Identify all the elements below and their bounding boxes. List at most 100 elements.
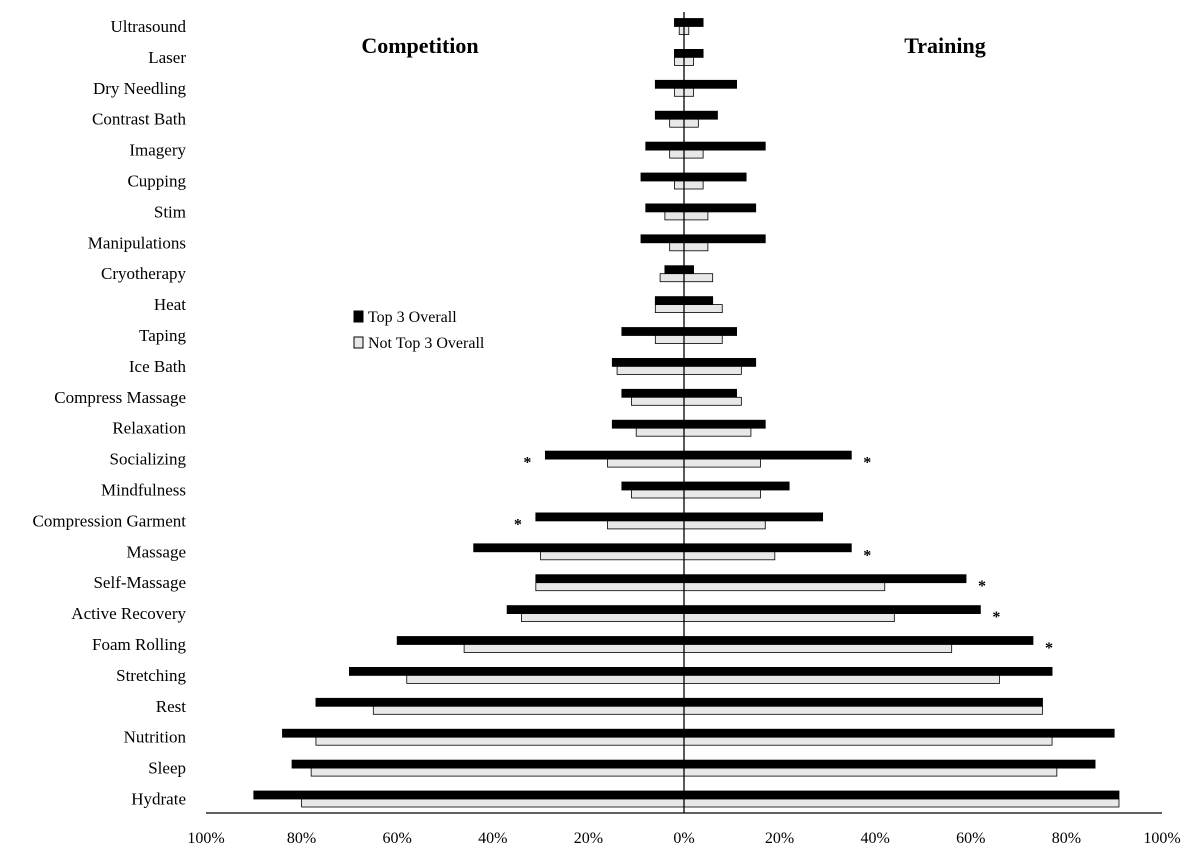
bar-top3-training-compress-massage [683,388,737,398]
bar-not-top3-competition-rest [372,705,685,715]
bar-top3-competition-cryotherapy [664,265,685,275]
x-tick-label: 100% [1143,830,1180,847]
bar-not-top3-training-hydrate [683,798,1120,808]
bar-top3-training-heat [683,296,714,306]
category-label-heat: Heat [154,295,186,314]
bar-not-top3-training-socializing [683,458,761,468]
category-label-nutrition: Nutrition [124,728,187,747]
bar-top3-training-manipulations [683,234,766,244]
bar-top3-competition-foam-rolling [396,636,685,645]
legend-swatch-not-top3 [353,336,364,349]
bar-top3-training-laser [683,49,704,58]
category-label-compression-garment: Compression Garment [33,511,187,530]
bar-not-top3-competition-cryotherapy [659,273,685,283]
x-tick-label: 40% [861,830,890,847]
bar-not-top3-training-contrast-bath [683,118,699,128]
bars-layer [253,18,1120,808]
bar-top3-competition-rest [315,697,685,707]
bar-top3-training-taping [683,327,737,336]
significance-markers: * * * * * * * [514,455,1053,657]
category-label-laser: Laser [148,48,186,67]
significance-star-training-socializing: * [863,455,871,472]
panel-title-left: Competition [361,33,478,58]
category-label-ice-bath: Ice Bath [129,357,187,376]
legend: Top 3 Overall Not Top 3 Overall [353,309,485,352]
category-label-manipulations: Manipulations [88,233,186,252]
bar-not-top3-competition-manipulations [669,242,685,252]
bar-top3-competition-massage [473,543,685,553]
bar-top3-training-stim [683,203,757,213]
bar-top3-training-contrast-bath [683,110,718,120]
bar-not-top3-training-cryotherapy [683,273,714,283]
bar-not-top3-competition-ultrasound [678,26,685,35]
x-tick-label: 0% [673,830,694,847]
significance-star-competition-compression-garment: * [514,516,522,533]
bar-top3-competition-heat [654,296,685,306]
bar-not-top3-training-rest [683,705,1043,715]
bar-top3-competition-compression-garment [535,512,685,522]
category-label-active-recovery: Active Recovery [71,604,186,623]
category-label-contrast-bath: Contrast Bath [92,110,186,129]
bar-top3-competition-stim [645,203,685,213]
bar-not-top3-training-mindfulness [683,489,761,499]
bar-top3-competition-nutrition [282,728,685,738]
bar-not-top3-competition-imagery [669,149,685,159]
legend-swatch-top3 [353,310,364,323]
bar-not-top3-training-heat [683,304,723,314]
bar-top3-training-mindfulness [683,481,790,491]
category-labels: Ultrasound Laser Dry Needling Contrast Bath… [33,17,187,809]
x-tick-label: 100% [187,830,224,847]
bar-top3-competition-contrast-bath [654,110,685,120]
bar-not-top3-training-self-massage [683,582,886,592]
bar-not-top3-competition-compression-garment [607,520,685,530]
bar-not-top3-competition-self-massage [535,582,685,592]
bar-not-top3-training-sleep [683,767,1058,777]
bar-not-top3-training-active-recovery [683,613,895,622]
category-label-cryotherapy: Cryotherapy [101,264,186,283]
significance-star-training-active-recovery: * [992,609,1000,626]
bar-top3-competition-self-massage [535,574,685,584]
bar-top3-training-active-recovery [683,605,981,614]
bar-top3-competition-sleep [291,759,685,769]
bar-not-top3-competition-mindfulness [631,489,685,499]
bar-not-top3-training-compression-garment [683,520,766,530]
bar-top3-competition-hydrate [253,790,685,800]
x-tick-label: 60% [956,830,985,847]
category-label-cupping: Cupping [127,172,186,191]
bar-not-top3-competition-taping [654,335,685,344]
category-label-foam-rolling: Foam Rolling [92,635,186,654]
bar-top3-competition-dry-needling [654,79,685,89]
bar-top3-training-massage [683,543,852,553]
bar-not-top3-training-foam-rolling [683,644,953,653]
bar-not-top3-training-relaxation [683,427,752,437]
bar-top3-competition-taping [621,327,685,336]
x-tick-label: 20% [574,830,603,847]
category-label-stretching: Stretching [116,666,186,685]
bar-top3-competition-active-recovery [506,605,685,614]
bar-not-top3-competition-heat [654,304,685,314]
bar-top3-training-relaxation [683,419,766,429]
significance-star-competition-socializing: * [523,455,531,472]
bar-not-top3-training-dry-needling [683,87,694,97]
category-label-mindfulness: Mindfulness [101,481,186,500]
bar-top3-competition-socializing [544,450,685,460]
x-tick-label: 80% [287,830,316,847]
bar-not-top3-training-compress-massage [683,396,742,406]
bar-not-top3-competition-relaxation [635,427,685,437]
bar-top3-competition-relaxation [611,419,685,429]
bar-not-top3-competition-stim [664,211,685,221]
bar-not-top3-training-laser [683,57,694,66]
bar-not-top3-competition-hydrate [301,798,685,808]
bar-not-top3-training-ice-bath [683,365,742,375]
bar-top3-competition-stretching [348,667,685,676]
category-label-sleep: Sleep [148,759,186,778]
bar-top3-training-cryotherapy [683,265,694,275]
bar-not-top3-training-ultrasound [683,26,690,35]
legend-label-not-top3: Not Top 3 Overall [368,335,485,352]
bar-not-top3-competition-laser [674,57,685,66]
bar-not-top3-competition-sleep [310,767,685,777]
bar-not-top3-training-taping [683,335,723,344]
category-label-hydrate: Hydrate [131,790,186,809]
significance-star-training-self-massage: * [978,578,986,595]
bar-top3-training-compression-garment [683,512,824,522]
